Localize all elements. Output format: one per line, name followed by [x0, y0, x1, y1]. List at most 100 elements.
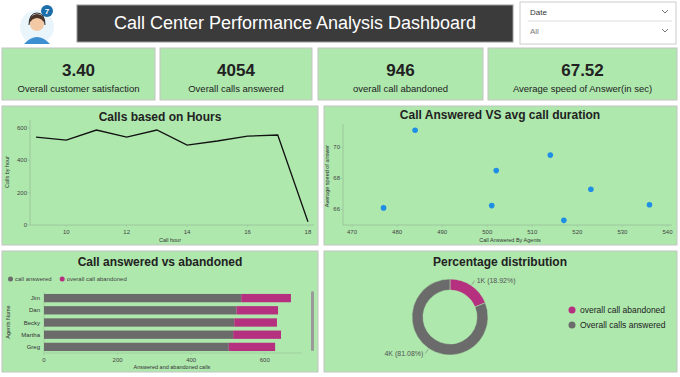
kpi-value: 3.40: [62, 61, 95, 80]
legend-label: call answered: [15, 276, 52, 282]
tick: [442, 225, 443, 227]
tick: [532, 225, 533, 227]
data-line: [36, 130, 308, 222]
category-label: Jim: [31, 295, 40, 301]
kpi-label: Overall customer satisfaction: [18, 83, 140, 94]
chart-title: Percentage distribution: [433, 255, 567, 269]
legend-swatch: [8, 277, 13, 282]
icon-hair: [29, 14, 45, 24]
tick-label: 0: [42, 357, 46, 363]
bar: [44, 343, 229, 351]
kpi-value: 946: [386, 61, 414, 80]
tick: [117, 353, 118, 355]
tick: [264, 353, 265, 355]
tick-label: 18: [305, 229, 312, 235]
data-label: 1K (18.92%): [477, 277, 516, 285]
tick-label: 530: [617, 229, 628, 235]
tick: [622, 225, 623, 227]
x-axis-line: [44, 353, 302, 354]
tick-label: 470: [347, 229, 358, 235]
kpi-value: 67.52: [561, 61, 604, 80]
chevron: [662, 10, 668, 13]
tick: [341, 209, 343, 210]
tick: [28, 128, 30, 129]
legend-swatch: [569, 322, 576, 329]
donut-slice: [412, 279, 488, 355]
tick: [28, 192, 30, 193]
legend-label: Overall calls answered: [580, 320, 666, 330]
panel: [2, 106, 318, 245]
tick: [667, 225, 668, 227]
tick-label: 400: [186, 357, 197, 363]
dashboard-title: Call Center Performance Analysis Dashboa…: [114, 13, 476, 33]
data-point: [381, 205, 387, 211]
category-label: Dan: [29, 307, 40, 313]
chart-title: Call answered vs abandoned: [78, 255, 243, 269]
data-point: [647, 202, 653, 208]
legend-label: overall call abandoned: [580, 305, 665, 315]
tick-label: 10: [63, 229, 70, 235]
tick: [487, 225, 488, 227]
tick-label: 500: [482, 229, 493, 235]
tick-label: 480: [392, 229, 403, 235]
chart-title: Calls based on Hours: [99, 110, 222, 124]
data-point: [561, 218, 567, 224]
tick-label: 600: [260, 357, 271, 363]
tick-label: 12: [123, 229, 130, 235]
tick-label: 0: [24, 222, 28, 228]
bar: [234, 318, 277, 326]
axis-title: Call hour: [159, 237, 181, 243]
panel: [324, 251, 677, 372]
y-axis-line: [343, 124, 344, 225]
tick: [247, 225, 248, 227]
bar: [44, 318, 234, 326]
kpi-value: 4054: [217, 61, 255, 80]
chart-title: Call Answered VS avg call duration: [400, 108, 600, 122]
plot-marks: [36, 130, 308, 222]
bar: [44, 294, 241, 302]
tick-label: 14: [184, 229, 191, 235]
tick-label: 70: [333, 144, 340, 150]
tick-label: 200: [113, 357, 124, 363]
y-axis-line: [30, 120, 31, 225]
tick: [191, 353, 192, 355]
kpi-label: Overall calls answered: [188, 83, 284, 94]
legend-swatch: [569, 307, 576, 314]
dashboard: 7 Call Center Performance Analysis Dashbo…: [0, 0, 680, 377]
kpi-card: [2, 48, 155, 100]
axis-title: Average speed of answer: [324, 145, 330, 207]
tick-label: 510: [527, 229, 538, 235]
icon-badge: [41, 5, 53, 17]
tick: [187, 225, 188, 227]
bar: [233, 331, 281, 339]
data-point: [588, 186, 594, 192]
tick-label: 490: [437, 229, 448, 235]
panel: [324, 106, 677, 245]
title-bar: [77, 5, 513, 42]
tick: [28, 225, 30, 226]
tick-label: 68: [333, 175, 340, 181]
tick: [341, 147, 343, 148]
tick: [341, 178, 343, 179]
tick-label: 16: [244, 229, 251, 235]
avatar-icon: 7: [20, 5, 54, 44]
slicer-box: [520, 2, 676, 44]
tick-label: 520: [572, 229, 583, 235]
bar: [236, 306, 278, 314]
kpi-card: [160, 48, 312, 100]
legend-swatch: [60, 277, 65, 282]
legend-label: overall call abandoned: [67, 276, 127, 282]
data-point: [412, 127, 418, 133]
slicer-divider: [528, 21, 672, 22]
tick: [28, 160, 30, 161]
icon-body: [24, 37, 50, 44]
kpi-card: [318, 48, 483, 100]
tick-label: 540: [662, 229, 673, 235]
axis-title: Call Answered By Agents: [479, 237, 541, 243]
leader-line: [425, 349, 428, 353]
tick: [44, 353, 45, 355]
axis-title: Calls by hour: [4, 156, 10, 188]
chevron: [662, 29, 668, 32]
scrollbar: [311, 291, 314, 351]
slicer-value: All: [530, 27, 539, 36]
